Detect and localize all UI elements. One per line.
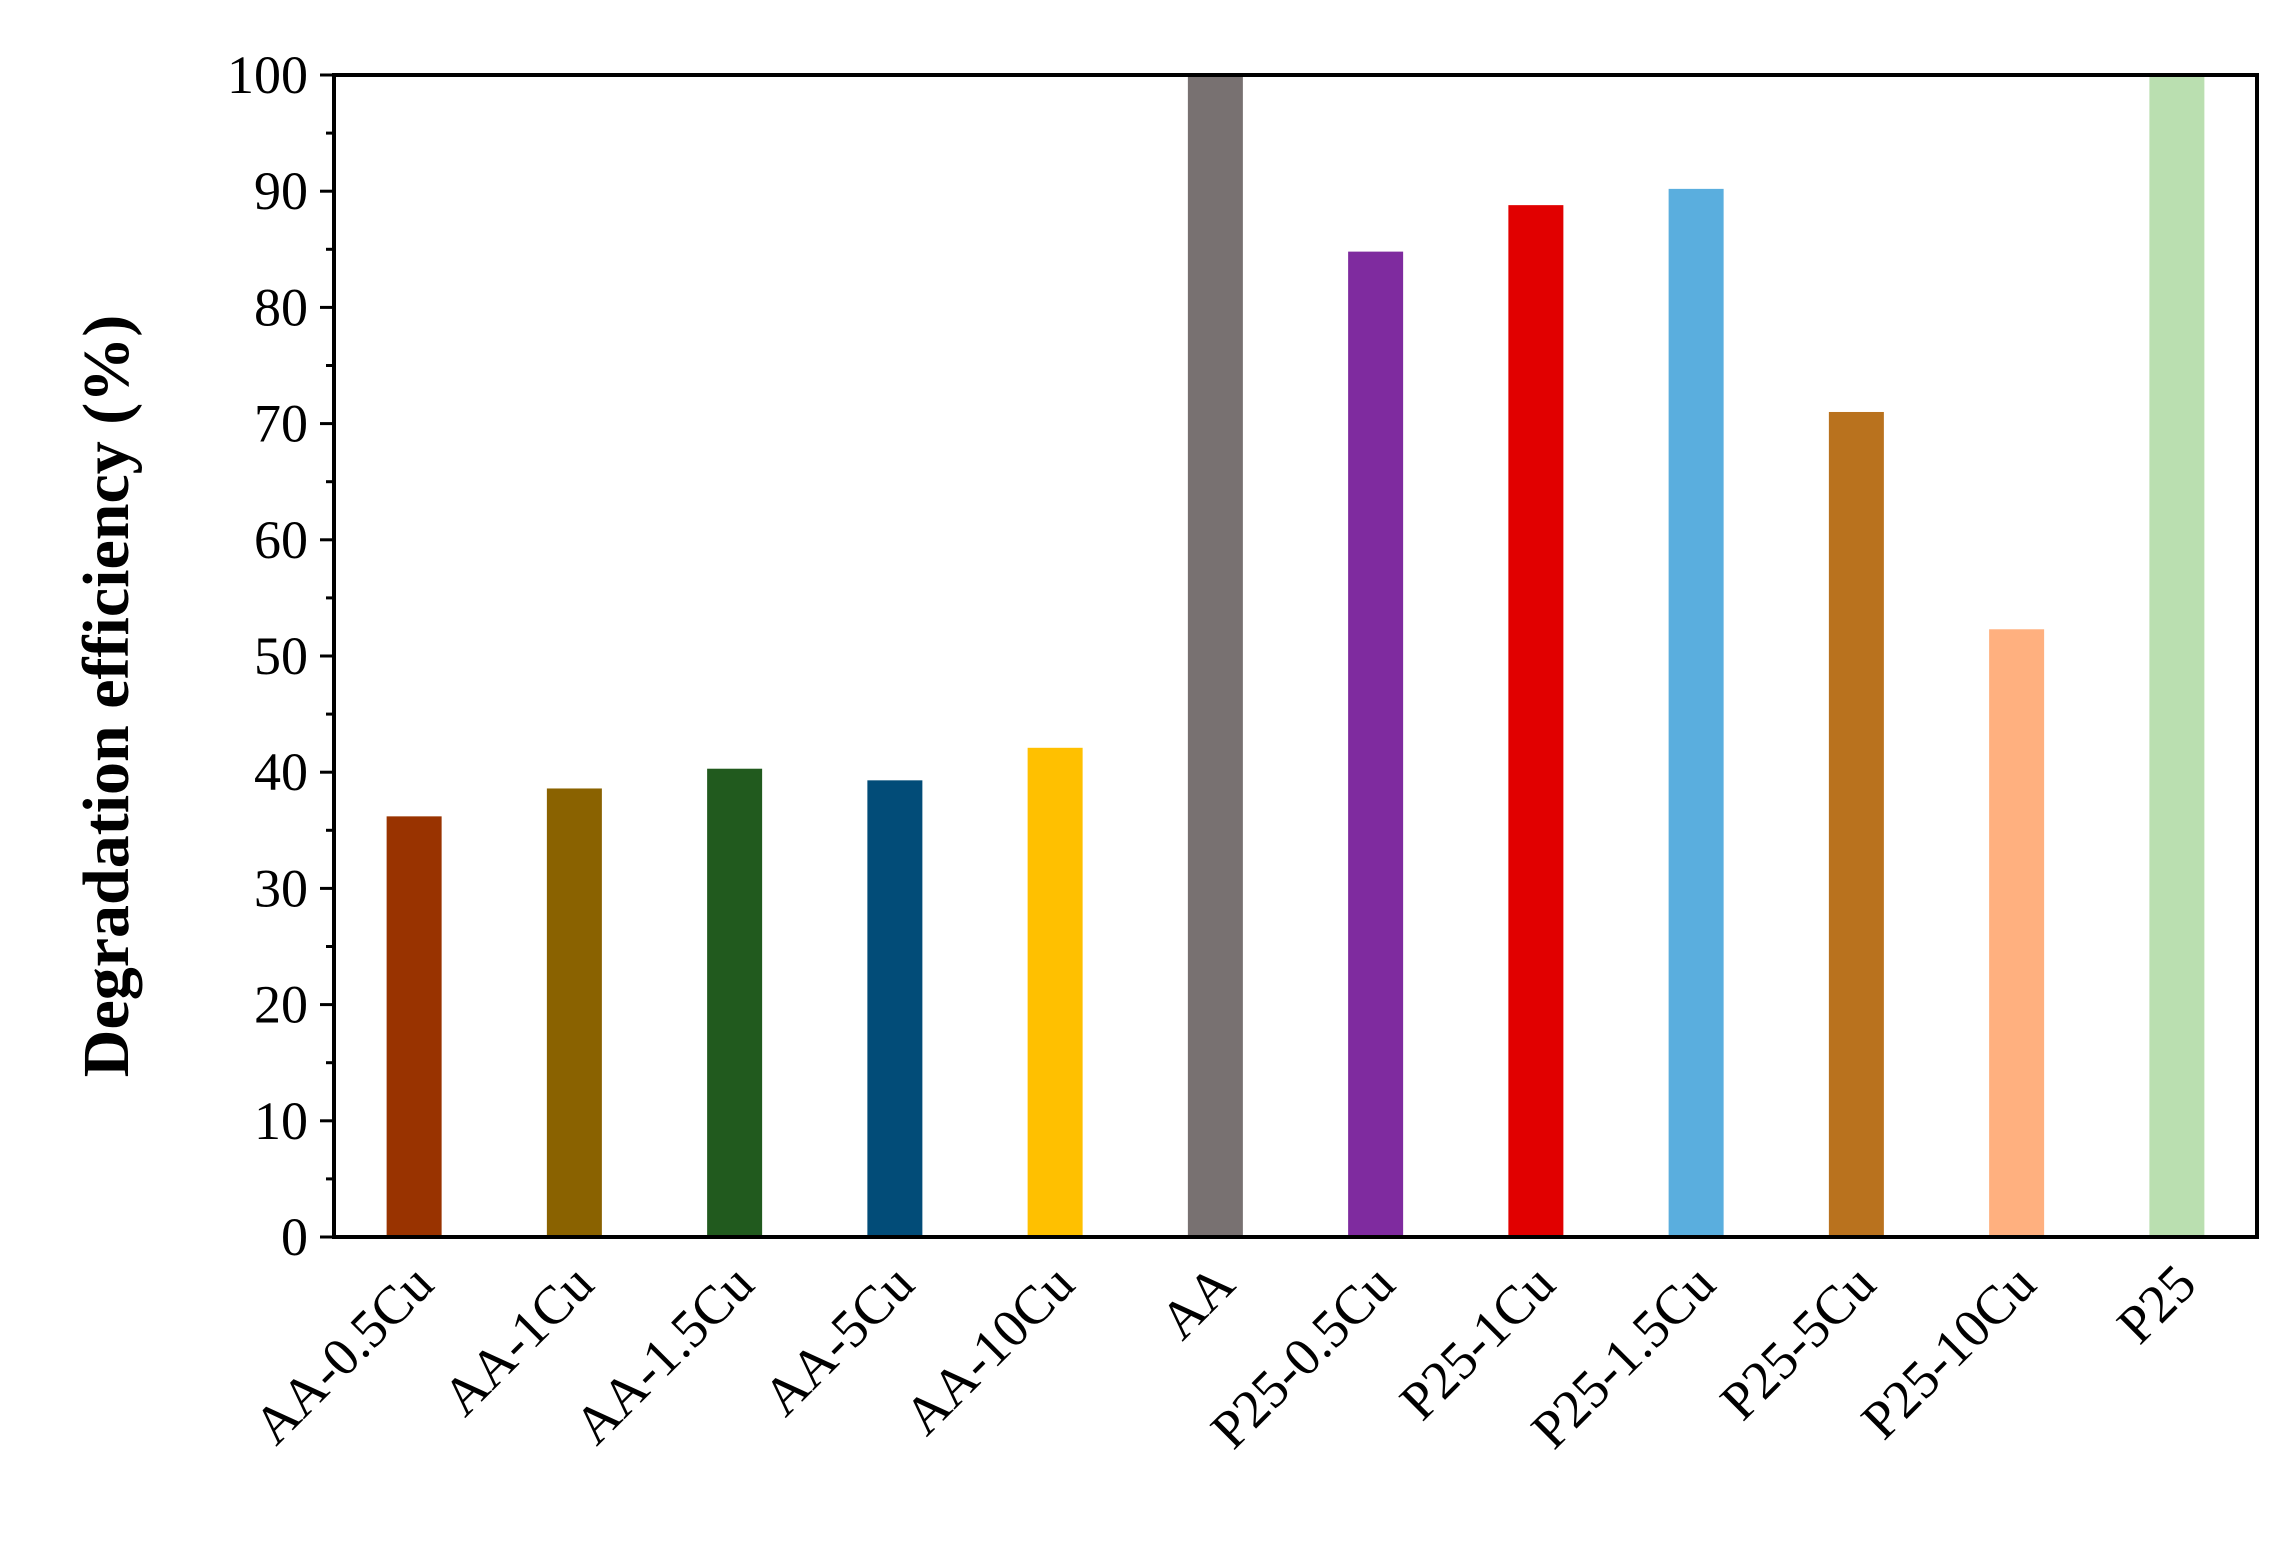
bar-aa	[1187, 75, 1243, 1237]
y-tick-label: 70	[254, 394, 308, 454]
bar-p25	[2149, 75, 2205, 1237]
y-tick-label: 0	[281, 1207, 308, 1267]
bar-aa-10cu	[1027, 747, 1083, 1237]
bar-p25-10cu	[1989, 629, 2045, 1237]
y-tick-label: 100	[227, 45, 308, 105]
bar-aa-0_5cu	[386, 816, 442, 1237]
x-category-label: AA-10Cu	[893, 1253, 1086, 1446]
y-tick-label: 10	[254, 1091, 308, 1151]
y-tick-label: 60	[254, 510, 308, 570]
y-tick-label: 80	[254, 277, 308, 337]
x-category-label: AA-0.5Cu	[242, 1253, 445, 1456]
y-tick-label: 20	[254, 975, 308, 1035]
bar-p25-1_5cu	[1668, 188, 1724, 1238]
y-tick-label: 40	[254, 742, 308, 802]
bar-aa-1cu	[546, 788, 602, 1237]
x-category-label: AA	[1148, 1253, 1246, 1351]
bar-p25-5cu	[1828, 411, 1884, 1238]
x-category-label: P25-10Cu	[1850, 1253, 2047, 1450]
y-tick-label: 90	[254, 161, 308, 221]
x-category-label: AA-1.5Cu	[563, 1253, 766, 1456]
bar-p25-0_5cu	[1348, 251, 1404, 1237]
y-axis-title: Degradation efficiency (%)	[70, 315, 143, 1077]
bar-aa-5cu	[867, 780, 923, 1237]
bar-aa-1_5cu	[707, 768, 763, 1237]
x-category-label: P25	[2106, 1253, 2208, 1355]
plot-area-frame	[332, 73, 2259, 1239]
y-tick-label: 30	[254, 858, 308, 918]
y-tick-label: 50	[254, 626, 308, 686]
bar-p25-1cu	[1508, 205, 1564, 1237]
y-axis: 0 10 20 30 40 50 60 70 80 90 100	[227, 45, 334, 1267]
bars-group	[386, 75, 2205, 1238]
